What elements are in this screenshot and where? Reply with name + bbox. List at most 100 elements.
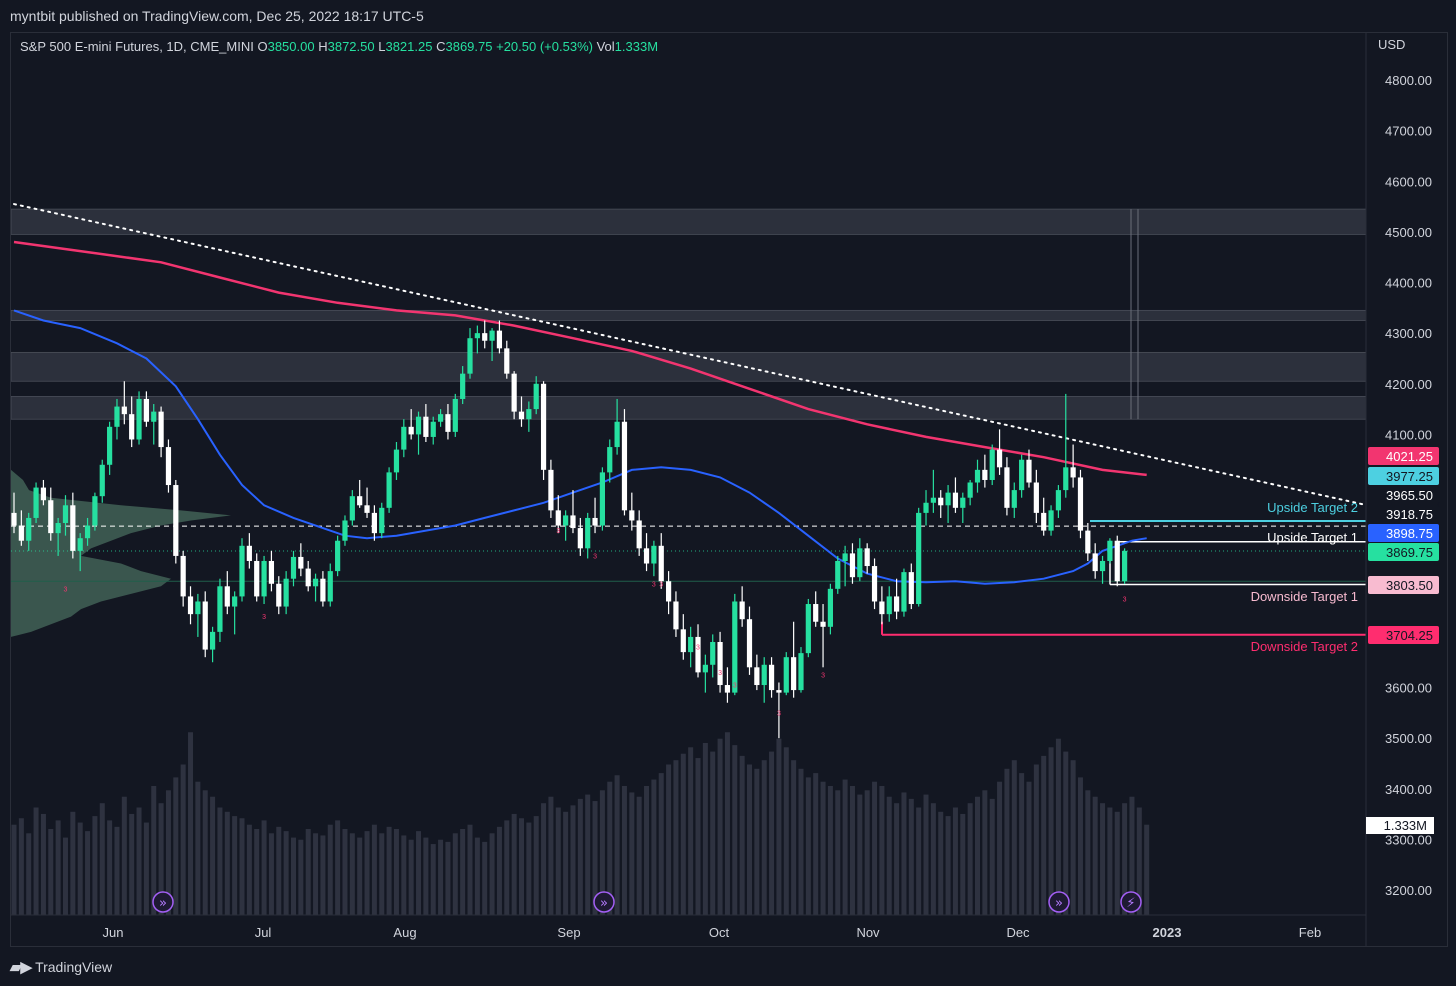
- candle-body: [239, 545, 245, 597]
- candle-body: [401, 426, 407, 450]
- candle-body: [165, 447, 172, 486]
- x-tick-label: Oct: [709, 925, 730, 940]
- volume-bar: [592, 801, 598, 915]
- candle-body: [710, 641, 716, 665]
- volume-bar: [636, 796, 642, 915]
- candle-body: [114, 406, 120, 427]
- volume-label: Vol: [596, 39, 615, 54]
- candle-body: [886, 596, 892, 615]
- event-icon-glyph: »: [600, 896, 608, 911]
- candle-body: [599, 472, 605, 526]
- volume-bar: [769, 751, 775, 915]
- event-icon[interactable]: [1048, 891, 1070, 913]
- volume-bar: [651, 779, 657, 915]
- price-tag-box: [1368, 543, 1439, 561]
- volume-bar: [327, 824, 333, 915]
- volume-bar: [489, 833, 495, 915]
- footer-bar: [0, 948, 1456, 986]
- event-icon-glyph: ⚡: [1126, 896, 1135, 911]
- event-icon[interactable]: [1120, 891, 1142, 913]
- candle-body: [791, 657, 797, 691]
- candle-body: [415, 416, 422, 435]
- volume-bar: [982, 790, 988, 915]
- volume-bar: [680, 753, 686, 915]
- volume-bar: [658, 773, 664, 915]
- volume-bar: [1055, 738, 1061, 915]
- candle-body: [842, 553, 848, 561]
- tradingview-logo[interactable]: ▰▶ TradingView: [10, 958, 112, 976]
- volume-bar: [791, 760, 797, 915]
- candle-body: [570, 515, 576, 529]
- candle-body: [724, 685, 731, 693]
- y-tick-label: 4100.00: [1385, 427, 1432, 442]
- candle-body: [857, 548, 863, 578]
- volume-bar: [393, 829, 399, 915]
- sequence-marker: 3: [262, 614, 266, 621]
- volume-bar: [511, 813, 517, 915]
- volume-bar: [835, 790, 841, 915]
- candle-body: [688, 636, 694, 653]
- volume-bar: [747, 764, 752, 915]
- candle-body: [232, 596, 238, 607]
- candle-body: [209, 631, 216, 650]
- resistance-zone: [11, 396, 1366, 420]
- candle-body: [84, 525, 91, 539]
- volume-bar: [783, 747, 789, 915]
- volume-bar: [1136, 807, 1142, 915]
- volume-bar: [666, 764, 672, 915]
- candle-body: [129, 414, 135, 440]
- volume-bar: [702, 743, 708, 915]
- symbol-name: S&P 500 E-mini Futures, 1D, CME_MINI: [20, 39, 254, 54]
- volume-bar: [210, 796, 216, 915]
- volume-bar: [217, 807, 223, 915]
- sequence-marker: 3: [659, 581, 663, 588]
- y-tick-label: 4400.00: [1385, 276, 1432, 291]
- volume-bar: [739, 755, 745, 915]
- candle-body: [33, 487, 39, 518]
- volume-bar: [430, 844, 436, 915]
- candle-body: [276, 583, 282, 607]
- candle-body: [989, 449, 995, 480]
- volume-bar: [92, 816, 98, 915]
- volume-bar: [518, 818, 524, 915]
- volume-bar: [298, 839, 304, 915]
- candle-body: [864, 548, 870, 567]
- price-tag-label: 3898.75: [1386, 526, 1433, 541]
- change-value: +20.50 (+0.53%): [496, 39, 593, 54]
- candle-body: [70, 505, 76, 551]
- candle-body: [320, 578, 326, 602]
- candle-body: [820, 621, 826, 627]
- candle-body: [1055, 490, 1062, 511]
- volume-tag-box: [1366, 817, 1434, 834]
- candle-body: [511, 373, 517, 412]
- candle-body: [1026, 459, 1032, 483]
- sequence-marker: 3: [1123, 596, 1127, 603]
- candle-body: [489, 330, 495, 341]
- candle-body: [548, 469, 554, 511]
- event-icon[interactable]: [152, 891, 174, 913]
- sequence-marker: 3: [556, 528, 560, 535]
- candle-body: [180, 555, 186, 597]
- candle-body: [894, 596, 900, 612]
- candle-body: [761, 664, 767, 686]
- candle-body: [55, 523, 61, 534]
- candle-body: [938, 497, 944, 506]
- candle-body: [445, 414, 451, 432]
- candle-body: [680, 629, 686, 653]
- y-tick-label: 4500.00: [1385, 225, 1432, 240]
- price-tag-label: 3977.25: [1386, 469, 1433, 484]
- candle-body: [408, 426, 414, 435]
- volume-bar: [533, 816, 539, 915]
- event-icon[interactable]: [593, 891, 615, 913]
- volume-bar: [1004, 768, 1010, 915]
- resistance-zone: [11, 351, 1366, 382]
- volume-bar: [1114, 811, 1120, 915]
- candle-body: [695, 636, 701, 673]
- close-value: 3869.75: [445, 39, 493, 54]
- candle-body: [1004, 467, 1010, 508]
- volume-bar: [99, 803, 105, 915]
- candle-body: [298, 556, 304, 569]
- x-tick-label: Feb: [1299, 925, 1321, 940]
